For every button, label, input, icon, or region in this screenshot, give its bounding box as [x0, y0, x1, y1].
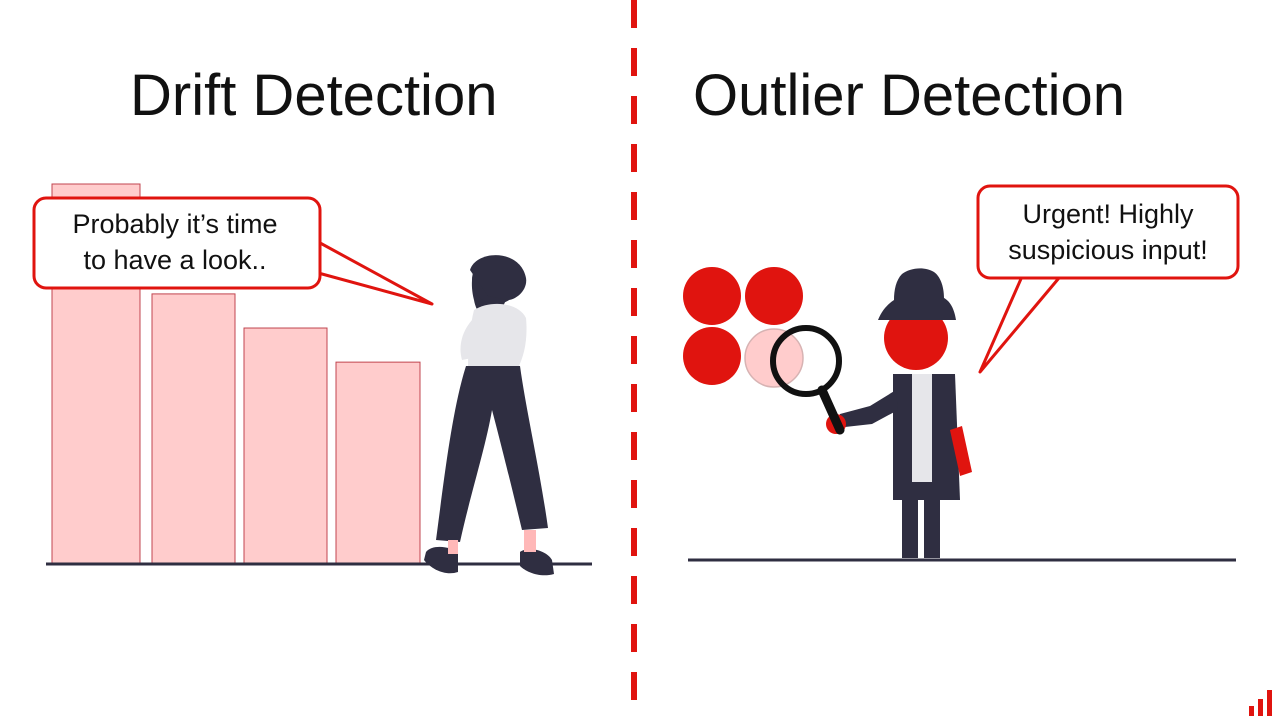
bar — [335, 361, 421, 564]
drift-detection-title: Drift Detection — [130, 63, 498, 128]
bar — [151, 293, 236, 564]
speech-text-right: Urgent! Highly suspicious input! — [980, 196, 1236, 268]
speech-line: Urgent! Highly — [1022, 199, 1194, 229]
data-point — [745, 267, 803, 325]
detective-icon — [826, 268, 972, 558]
speech-line: to have a look.. — [83, 245, 267, 275]
speech-bubble-left — [32, 196, 434, 306]
speech-bubble-right — [976, 184, 1240, 374]
speech-line: suspicious input! — [1008, 235, 1208, 265]
person-walking-icon — [424, 255, 554, 576]
magnifying-glass-icon — [770, 325, 845, 435]
logo-bars-icon — [1249, 690, 1272, 716]
speech-line: Probably it’s time — [72, 209, 278, 239]
data-point — [683, 267, 741, 325]
data-point — [683, 327, 741, 385]
bar — [243, 327, 328, 564]
speech-text-left: Probably it’s time to have a look.. — [34, 206, 316, 278]
outlier-detection-title: Outlier Detection — [693, 63, 1125, 128]
data-points — [683, 267, 804, 388]
